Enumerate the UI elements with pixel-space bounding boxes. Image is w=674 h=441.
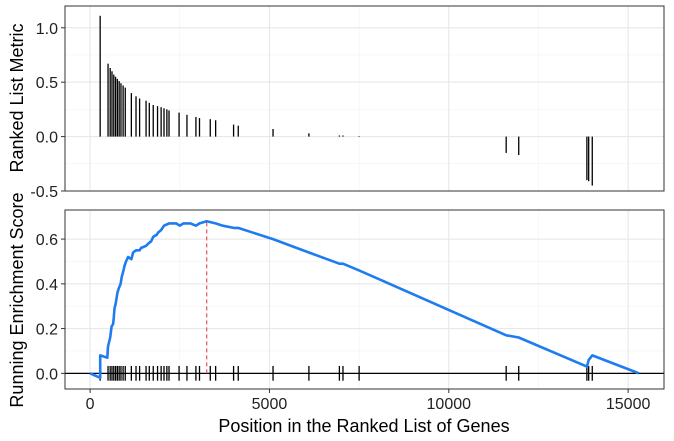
- y-tick-label: 0.4: [36, 277, 58, 294]
- y-tick-label: 0.0: [36, 130, 58, 147]
- y-axis-title-bottom: Running Enrichment Score: [7, 192, 27, 407]
- running-es-line: [89, 219, 640, 380]
- y-tick-label: 0.5: [36, 75, 58, 92]
- y-tick-label: -0.5: [30, 184, 58, 201]
- y-tick-label: 1.0: [36, 21, 58, 38]
- x-tick-label: 0: [86, 396, 95, 413]
- x-tick-label: 15000: [606, 396, 651, 413]
- running-es-panel: 0.0 0.2 0.4 0.6 0 5000 10000 15000: [36, 209, 665, 413]
- bottom-panel-border: [64, 209, 665, 390]
- x-tick-label: 10000: [427, 396, 472, 413]
- x-axis-title: Position in the Ranked List of Genes: [218, 416, 509, 436]
- y-tick-label: 0.2: [36, 322, 58, 339]
- y-tick-label: 0.6: [36, 232, 58, 249]
- y-axis-title-top: Ranked List Metric: [7, 23, 27, 172]
- x-tick-label: 5000: [252, 396, 288, 413]
- y-tick-label: 0.0: [36, 366, 58, 383]
- top-panel-border: [64, 5, 665, 192]
- ranked-metric-panel: -0.5 0.0 0.5 1.0: [30, 5, 665, 201]
